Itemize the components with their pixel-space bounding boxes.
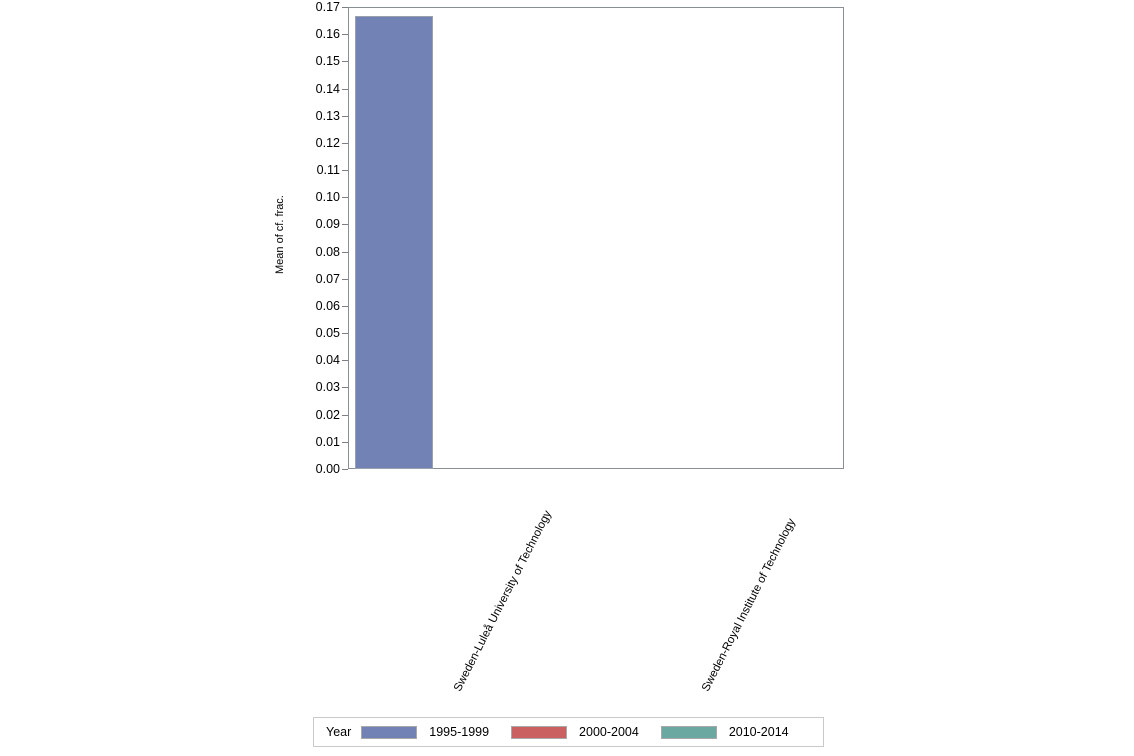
y-axis-tick-mark: [342, 469, 348, 470]
y-axis-tick-mark: [342, 7, 348, 8]
legend-swatch: [511, 725, 568, 739]
y-axis-tick-label: 0.15: [315, 54, 340, 69]
x-axis-tick-label: Sweden-Royal Institute of Technology: [700, 516, 798, 694]
y-axis-tick-label: 0.02: [315, 407, 340, 422]
y-axis-tick-mark: [342, 252, 348, 253]
legend-title: Year: [326, 725, 352, 739]
y-axis-tick-label: 0.01: [315, 434, 340, 449]
y-axis-tick-mark: [342, 387, 348, 388]
y-axis-tick-mark: [342, 415, 348, 416]
y-axis-tick-mark: [342, 279, 348, 280]
y-axis-tick-label: 0.12: [315, 135, 340, 150]
y-axis-tick-labels: 0.00 0.01 0.02 0.03 0.04 0.05 0.06 0.07 0.08 0.09…: [296, 0, 340, 476]
y-axis-tick-mark: [342, 61, 348, 62]
y-axis-tick-mark: [342, 333, 348, 334]
y-axis-tick-label: 0.11: [316, 163, 340, 178]
y-axis-tick-mark: [342, 360, 348, 361]
y-axis-tick-label: 0.14: [315, 81, 340, 96]
y-axis-tick-mark: [342, 170, 348, 171]
legend-swatch: [361, 725, 418, 739]
legend-swatch: [660, 725, 717, 739]
y-axis-tick-mark: [342, 306, 348, 307]
legend-entry[interactable]: 2010-2014: [660, 725, 811, 739]
y-axis-tick-label: 0.16: [315, 27, 340, 42]
y-axis-tick-mark: [342, 34, 348, 35]
y-axis-tick-mark: [342, 197, 348, 198]
legend-entry-label: 2000-2004: [579, 725, 639, 739]
y-axis-tick-label: 0.17: [315, 0, 340, 14]
y-axis-tick-mark: [342, 89, 348, 90]
legend-entry-label: 2010-2014: [728, 725, 789, 739]
legend-entry-label: 1995-1999: [429, 725, 490, 739]
y-axis-tick-label: 0.10: [315, 190, 340, 205]
y-axis-tick-label: 0.03: [315, 380, 340, 395]
y-axis-tick-mark: [342, 442, 348, 443]
legend-entry[interactable]: 1995-1999: [361, 725, 511, 739]
y-axis-tick-label: 0.05: [315, 326, 340, 341]
y-axis-tick-mark: [342, 116, 348, 117]
y-axis-tick-mark: [342, 143, 348, 144]
y-axis-title: Mean of cf. frac.: [274, 195, 286, 275]
y-axis-tick-mark: [342, 224, 348, 225]
y-axis-tick-label: 0.09: [315, 217, 340, 232]
y-axis-tick-label: 0.08: [315, 244, 340, 259]
bars-layer: [348, 7, 844, 469]
bar: [354, 15, 433, 469]
y-axis-tick-label: 0.13: [315, 108, 340, 123]
legend: Year 1995-1999 2000-2004 2010-2014: [313, 717, 824, 747]
x-axis-tick-label: Sweden-Luleå University of Technology: [452, 508, 555, 694]
y-axis-tick-label: 0.07: [315, 271, 340, 286]
y-axis-tick-label: 0.04: [315, 353, 340, 368]
y-axis-tick-label: 0.06: [315, 298, 340, 313]
legend-entry[interactable]: 2000-2004: [511, 725, 661, 739]
y-axis-tick-label: 0.00: [315, 462, 340, 476]
